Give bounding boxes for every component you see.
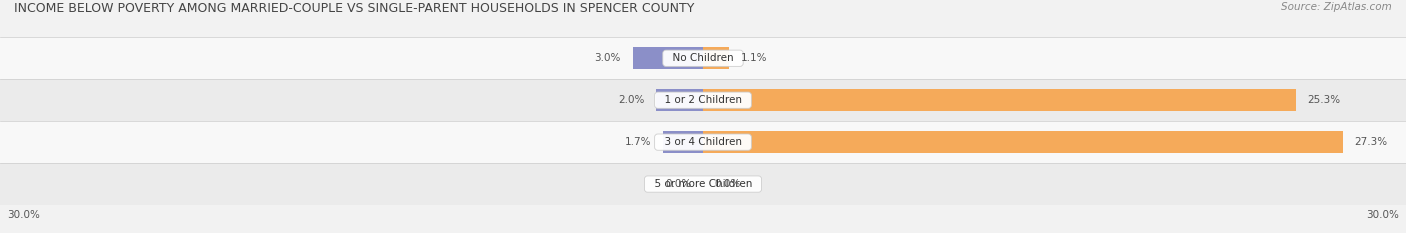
- Text: 27.3%: 27.3%: [1354, 137, 1388, 147]
- Text: 30.0%: 30.0%: [1367, 210, 1399, 220]
- Bar: [703, 131, 1343, 153]
- Text: 1 or 2 Children: 1 or 2 Children: [658, 95, 748, 105]
- Bar: [633, 47, 703, 69]
- Text: 3 or 4 Children: 3 or 4 Children: [658, 137, 748, 147]
- Bar: [664, 131, 703, 153]
- Text: 25.3%: 25.3%: [1308, 95, 1341, 105]
- Text: No Children: No Children: [666, 53, 740, 63]
- Text: 1.1%: 1.1%: [741, 53, 768, 63]
- Bar: [703, 47, 728, 69]
- Text: Source: ZipAtlas.com: Source: ZipAtlas.com: [1281, 2, 1392, 12]
- Bar: [0, 121, 1406, 163]
- Text: 2.0%: 2.0%: [619, 95, 644, 105]
- Text: 0.0%: 0.0%: [665, 179, 692, 189]
- Text: 3.0%: 3.0%: [595, 53, 621, 63]
- Bar: [703, 89, 1296, 111]
- Bar: [0, 163, 1406, 205]
- Bar: [657, 89, 703, 111]
- Text: 0.0%: 0.0%: [714, 179, 741, 189]
- Text: 1.7%: 1.7%: [624, 137, 651, 147]
- Text: 30.0%: 30.0%: [7, 210, 39, 220]
- Text: INCOME BELOW POVERTY AMONG MARRIED-COUPLE VS SINGLE-PARENT HOUSEHOLDS IN SPENCER: INCOME BELOW POVERTY AMONG MARRIED-COUPL…: [14, 2, 695, 15]
- Bar: [0, 37, 1406, 79]
- Bar: [0, 79, 1406, 121]
- Text: 5 or more Children: 5 or more Children: [648, 179, 758, 189]
